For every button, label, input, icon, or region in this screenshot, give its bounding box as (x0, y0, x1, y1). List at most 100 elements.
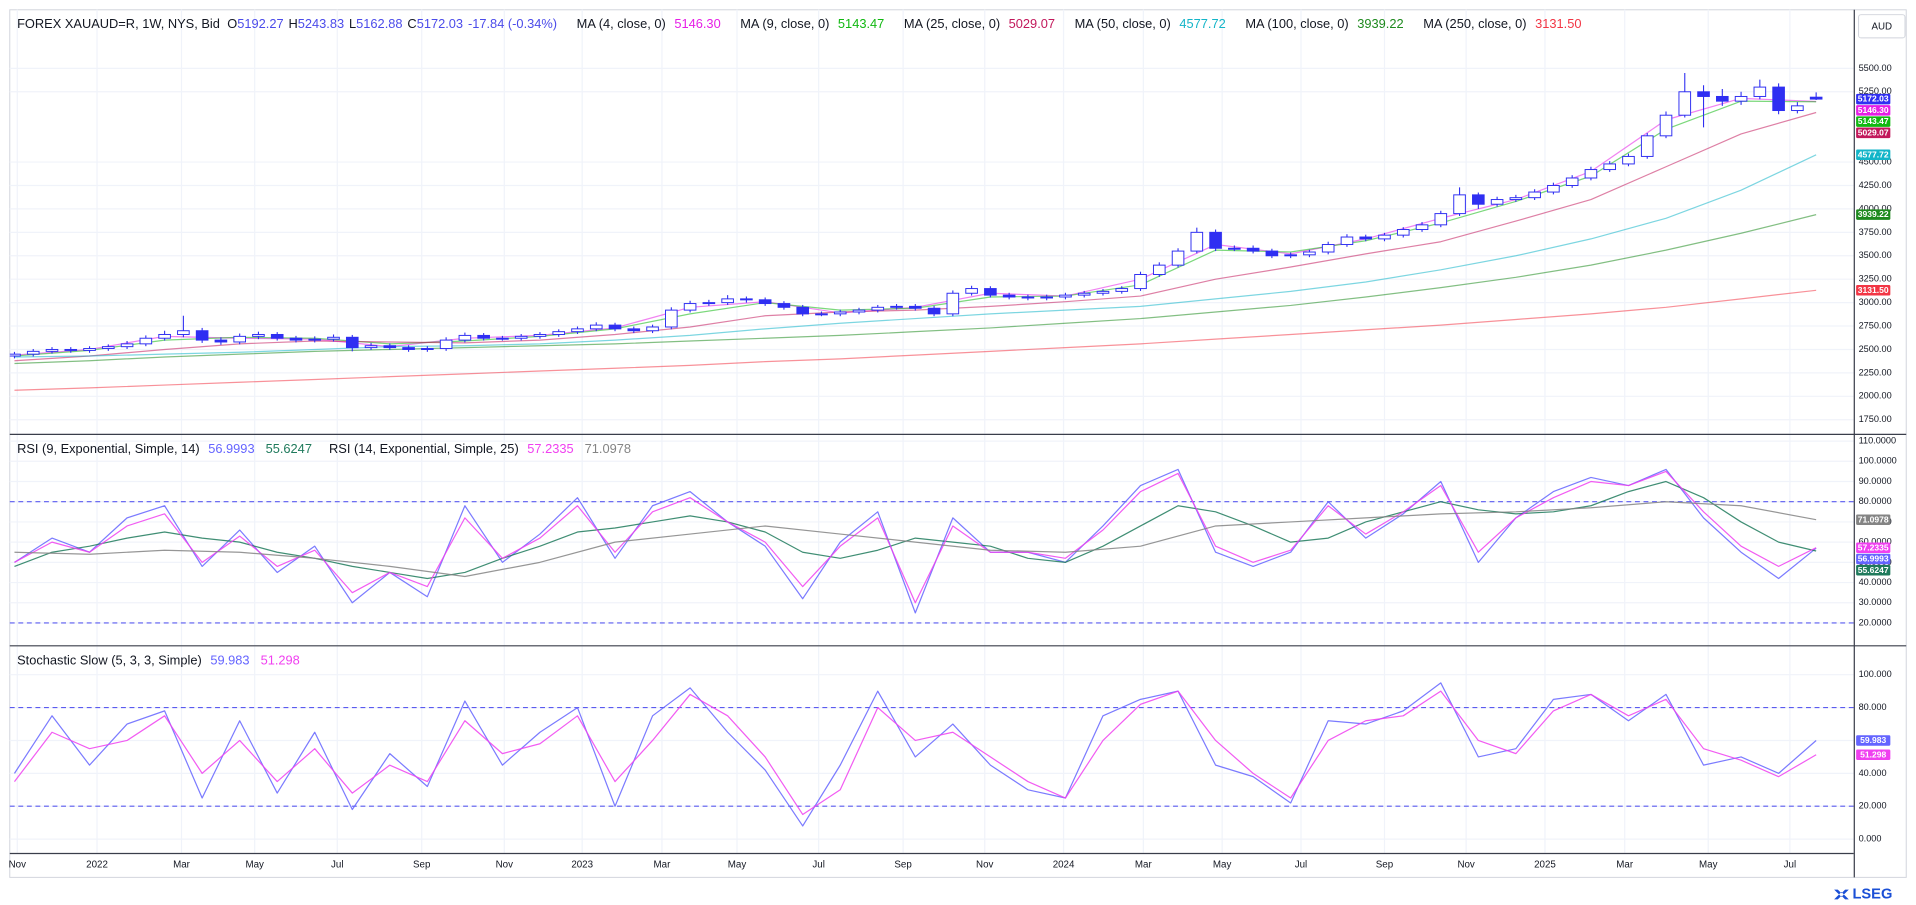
legend-value: 71.0978 (585, 441, 631, 456)
currency-label[interactable]: AUD (1871, 21, 1892, 32)
value-tag (1856, 553, 1891, 565)
value-tag (1856, 564, 1891, 576)
ohlc-letter: L (349, 16, 356, 31)
candle-body (1321, 244, 1335, 253)
value-tag (1856, 105, 1891, 116)
candle-body (1509, 197, 1523, 201)
candle-body (195, 330, 209, 341)
candle-body (120, 343, 134, 348)
candle-body (458, 334, 472, 341)
candle-body (1565, 177, 1579, 186)
candle-body (477, 334, 490, 339)
y-tick-label: 110.0000 (1859, 436, 1897, 446)
candle-body (439, 339, 453, 350)
candle-body (177, 330, 190, 335)
candle-body (1340, 236, 1354, 246)
value-tag (1856, 209, 1891, 220)
legend-value: 5143.47 (838, 16, 884, 31)
candle-body (721, 298, 734, 304)
x-tick-label: 2022 (86, 860, 108, 871)
candle-body (64, 348, 78, 351)
y-tick-label: 4250.00 (1859, 180, 1892, 190)
x-tick-label: Nov (496, 860, 513, 871)
grid-layer (9, 9, 1854, 853)
value-tag-label: 71.0978 (1858, 514, 1889, 524)
candle-body (1077, 292, 1091, 296)
candle-body (1284, 254, 1297, 257)
plot-layer (9, 73, 1823, 827)
candle-body (627, 328, 641, 332)
value-tag-label: 3939.22 (1858, 209, 1889, 219)
candle-body (927, 307, 941, 315)
candle-body (909, 305, 922, 309)
candle-body (815, 313, 828, 316)
x-tick-label: May (728, 860, 747, 871)
value-tag (1856, 749, 1891, 761)
candle-body (1115, 288, 1129, 292)
brand-icon (1834, 889, 1849, 900)
value-tag-label: 4577.72 (1858, 149, 1889, 159)
x-tick-label: May (245, 860, 264, 871)
ohlc-letter: C (407, 16, 416, 31)
candle-body (571, 328, 584, 333)
candle-body (327, 336, 340, 340)
value-tag-label: 51.298 (1860, 749, 1886, 759)
value-tag (1856, 127, 1891, 139)
candle-body (589, 324, 603, 330)
y-tick-label: 2250.00 (1859, 367, 1892, 377)
legend-value: 3131.50 (1535, 16, 1581, 31)
candle-body (965, 288, 978, 294)
candle-body (1622, 155, 1635, 165)
ohlc-value: 5162.88 (356, 16, 402, 31)
candle-body (1640, 135, 1654, 157)
candle-body (1716, 95, 1729, 102)
candle-body (533, 333, 547, 337)
series-line (14, 470, 1817, 604)
x-tick-label: Mar (654, 860, 672, 871)
y-tick-label: 80.000 (1859, 702, 1887, 712)
candle-body (1791, 105, 1804, 112)
candle-body (1753, 86, 1767, 97)
candle-body (158, 333, 171, 339)
legend-value: 5029.07 (1009, 16, 1055, 31)
candle-body (308, 338, 322, 341)
currency-button[interactable] (1858, 14, 1906, 39)
label-layer: Nov 2022 Mar May Jul Sep Nov 2023 Mar May Jul Sep No… (9, 16, 1897, 871)
ohlc-letter: O (227, 16, 237, 31)
candle-body (1002, 294, 1016, 298)
candle-body (233, 335, 246, 343)
x-tick-label: Sep (894, 860, 912, 871)
candle-body (139, 337, 153, 345)
candle-body (646, 326, 659, 332)
y-tick-label: 20.000 (1859, 801, 1887, 811)
y-tick-label: 90.0000 (1859, 476, 1892, 486)
candle-body (1396, 229, 1410, 236)
candle-body (1059, 294, 1072, 298)
value-tag-label: 55.6247 (1858, 565, 1889, 575)
candle-body (1415, 224, 1429, 231)
candle-body (1434, 213, 1448, 226)
candle-body (1697, 91, 1710, 97)
candle-body (383, 345, 397, 349)
value-tag (1856, 149, 1891, 161)
y-tick-label: 3500.00 (1859, 250, 1892, 260)
value-tag-label: 3131.50 (1858, 285, 1889, 295)
candle-body (890, 305, 903, 308)
candle-body (1547, 184, 1560, 193)
y-tick-label: 80.0000 (1859, 496, 1892, 506)
y-tick-label: 3000.00 (1859, 297, 1892, 307)
x-tick-label: 2025 (1534, 860, 1556, 871)
legend-value: 5146.30 (674, 16, 720, 31)
candle-body (1772, 86, 1785, 112)
y-tick-label: 2500.00 (1859, 344, 1892, 354)
candle-body (1603, 163, 1617, 171)
y-tick-label: 4000.00 (1859, 203, 1892, 213)
legend-name: RSI (9, Exponential, Simple, 14) (17, 441, 200, 456)
y-tick-label: 3250.00 (1859, 274, 1892, 284)
candle-body (683, 303, 697, 311)
series-line (14, 214, 1817, 365)
y-tick-label: 20.0000 (1859, 617, 1892, 627)
candle-body (871, 306, 885, 311)
x-tick-label: Jul (812, 860, 824, 871)
